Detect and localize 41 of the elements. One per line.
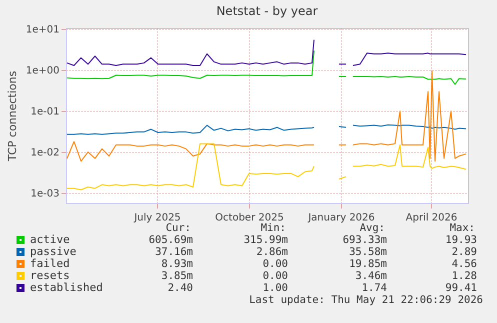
text: Avg: xyxy=(360,222,385,234)
text: 0.00 xyxy=(262,270,288,282)
text: 693.33m xyxy=(342,234,387,246)
x-tick-label: April 2026 xyxy=(406,212,458,224)
x-tick-label: July 2025 xyxy=(133,212,181,224)
legend-label: active xyxy=(30,233,70,246)
text: Last update: Thu May 21 22:06:29 2026 xyxy=(249,294,483,306)
text: 605.69m xyxy=(148,234,193,246)
text: 1.74 xyxy=(362,282,387,294)
x-tick-label: January 2026 xyxy=(307,212,375,224)
x-tick-label: October 2025 xyxy=(215,212,284,224)
text: 0.00 xyxy=(262,258,288,270)
text: 8.93m xyxy=(161,258,193,270)
text: 4.56 xyxy=(452,258,477,270)
chart-title: Netstat - by year xyxy=(216,4,318,18)
text: Min: xyxy=(260,222,286,234)
text: 37.16m xyxy=(155,246,193,258)
text: 2.86m xyxy=(256,246,288,258)
y-tick-label: 1e+01 xyxy=(26,24,60,36)
text: 3.46m xyxy=(355,270,387,282)
y-tick-label: 1e-02 xyxy=(30,148,60,159)
text: 1.28 xyxy=(452,270,477,282)
text: 19.85m xyxy=(349,258,387,270)
y-tick-label: 1e-01 xyxy=(30,106,60,118)
y-tick-label: 1e+00 xyxy=(26,66,60,77)
text: 19.93 xyxy=(445,234,477,246)
legend-label: passive xyxy=(30,245,76,258)
legend-label: resets xyxy=(30,269,70,282)
text: 35.58m xyxy=(349,246,387,258)
text: 2.40 xyxy=(168,282,193,294)
y-axis-title: TCP connections xyxy=(6,70,19,162)
text: 2.89 xyxy=(452,246,477,258)
text: 3.85m xyxy=(161,270,193,282)
text: Max: xyxy=(450,222,475,234)
text: Cur: xyxy=(166,222,191,234)
y-tick-label: 1e-03 xyxy=(30,188,60,200)
legend-label: established xyxy=(30,281,103,294)
text: 99.41 xyxy=(445,282,477,294)
text: 315.99m xyxy=(244,234,288,246)
legend-label: failed xyxy=(30,257,70,270)
text: 1.00 xyxy=(262,282,288,294)
